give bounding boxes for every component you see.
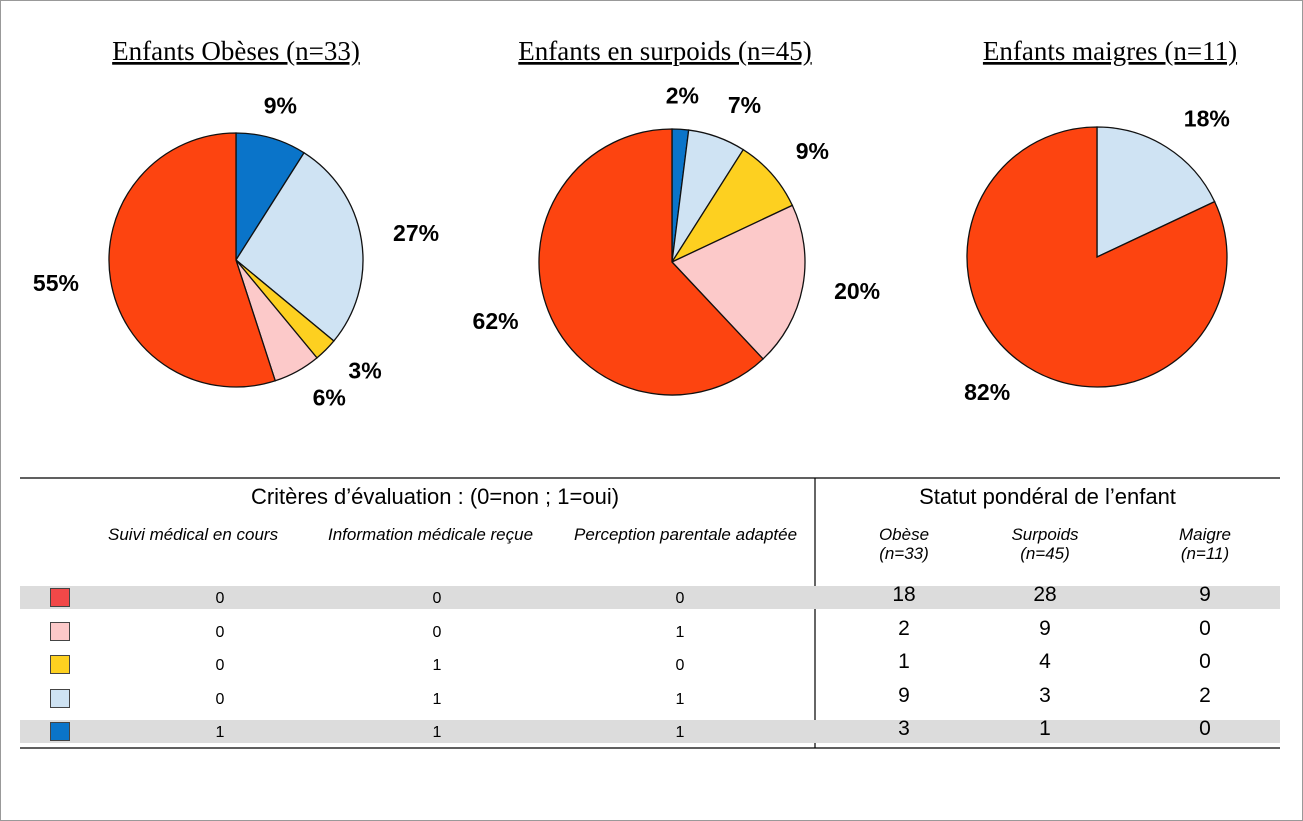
table-cell: 0 xyxy=(215,657,225,675)
column-header: Maigre (n=11) xyxy=(1179,525,1231,563)
table-cell: 1 xyxy=(432,690,442,708)
table-cell: 9 xyxy=(1039,616,1051,640)
table-cell: 9 xyxy=(898,683,910,707)
column-header: Suivi médical en cours xyxy=(108,525,279,544)
slice-label: 62% xyxy=(473,308,519,334)
table-cell: 3 xyxy=(898,717,910,741)
slice-label: 18% xyxy=(1184,105,1230,131)
pie-slice xyxy=(1096,126,1216,259)
column-header: Perception parentale adaptée xyxy=(574,525,798,544)
column-header: Information médicale reçue xyxy=(328,525,534,544)
legend-swatch xyxy=(50,688,70,708)
pie-title: Enfants en surpoids (n=45) xyxy=(518,36,811,66)
table-cell: 1 xyxy=(675,724,685,742)
pie-slice xyxy=(108,132,277,388)
table-cell: 9 xyxy=(1199,583,1211,606)
legend-swatch xyxy=(50,722,70,742)
table-cell: 3 xyxy=(1039,683,1051,707)
table-cell: 1 xyxy=(1039,717,1051,741)
slice-label: 3% xyxy=(348,358,381,384)
table-cell: 4 xyxy=(1039,650,1051,674)
table-cell: 0 xyxy=(1199,650,1211,674)
table-cell: 1 xyxy=(432,657,442,675)
table-cell: 1 xyxy=(898,650,910,674)
legend-swatch xyxy=(50,621,70,641)
legend-swatch xyxy=(50,588,70,607)
row-shade xyxy=(20,586,1280,609)
pie-slice xyxy=(966,126,1228,388)
slice-label: 7% xyxy=(728,92,761,118)
pie-slice xyxy=(538,128,764,396)
pie-title: Enfants Obèses (n=33) xyxy=(112,36,360,66)
legend-swatch xyxy=(50,655,70,675)
pie-title: Enfants maigres (n=11) xyxy=(983,36,1237,66)
table-cell: 1 xyxy=(675,690,685,708)
table-cell: 0 xyxy=(432,590,442,607)
table-cell: 28 xyxy=(1033,583,1057,606)
pie-slice xyxy=(670,204,806,360)
table-cell: 1 xyxy=(215,724,225,742)
slice-label: 6% xyxy=(313,384,346,410)
table-header: Critères d’évaluation : (0=non ; 1=oui) xyxy=(250,484,620,509)
slice-label: 55% xyxy=(33,270,79,296)
table-cell: 0 xyxy=(675,657,685,675)
table-cell: 1 xyxy=(675,623,685,641)
table-cell: 0 xyxy=(1199,717,1211,741)
slice-label: 82% xyxy=(964,379,1010,405)
table-cell: 2 xyxy=(1199,683,1211,707)
slice-label: 27% xyxy=(393,220,439,246)
column-header: Obèse (n=33) xyxy=(878,525,930,563)
table-cell: 0 xyxy=(215,690,225,708)
table-cell: 0 xyxy=(432,623,442,641)
table-cell: 0 xyxy=(1199,616,1211,640)
table-cell: 0 xyxy=(215,590,225,607)
slice-label: 20% xyxy=(834,278,880,304)
table-header: Statut pondéral de l’enfant xyxy=(919,484,1176,509)
slice-label: 9% xyxy=(796,138,829,164)
table-cell: 2 xyxy=(898,616,910,640)
row-shade xyxy=(20,720,1280,744)
table-cell: 18 xyxy=(892,583,916,606)
pie-slice xyxy=(235,151,364,342)
table-cell: 0 xyxy=(215,623,225,641)
column-header: Surpoids (n=45) xyxy=(1011,525,1079,563)
slice-label: 9% xyxy=(264,92,297,118)
slice-label: 2% xyxy=(666,82,699,108)
table-cell: 0 xyxy=(675,590,685,607)
table-cell: 1 xyxy=(432,724,442,742)
